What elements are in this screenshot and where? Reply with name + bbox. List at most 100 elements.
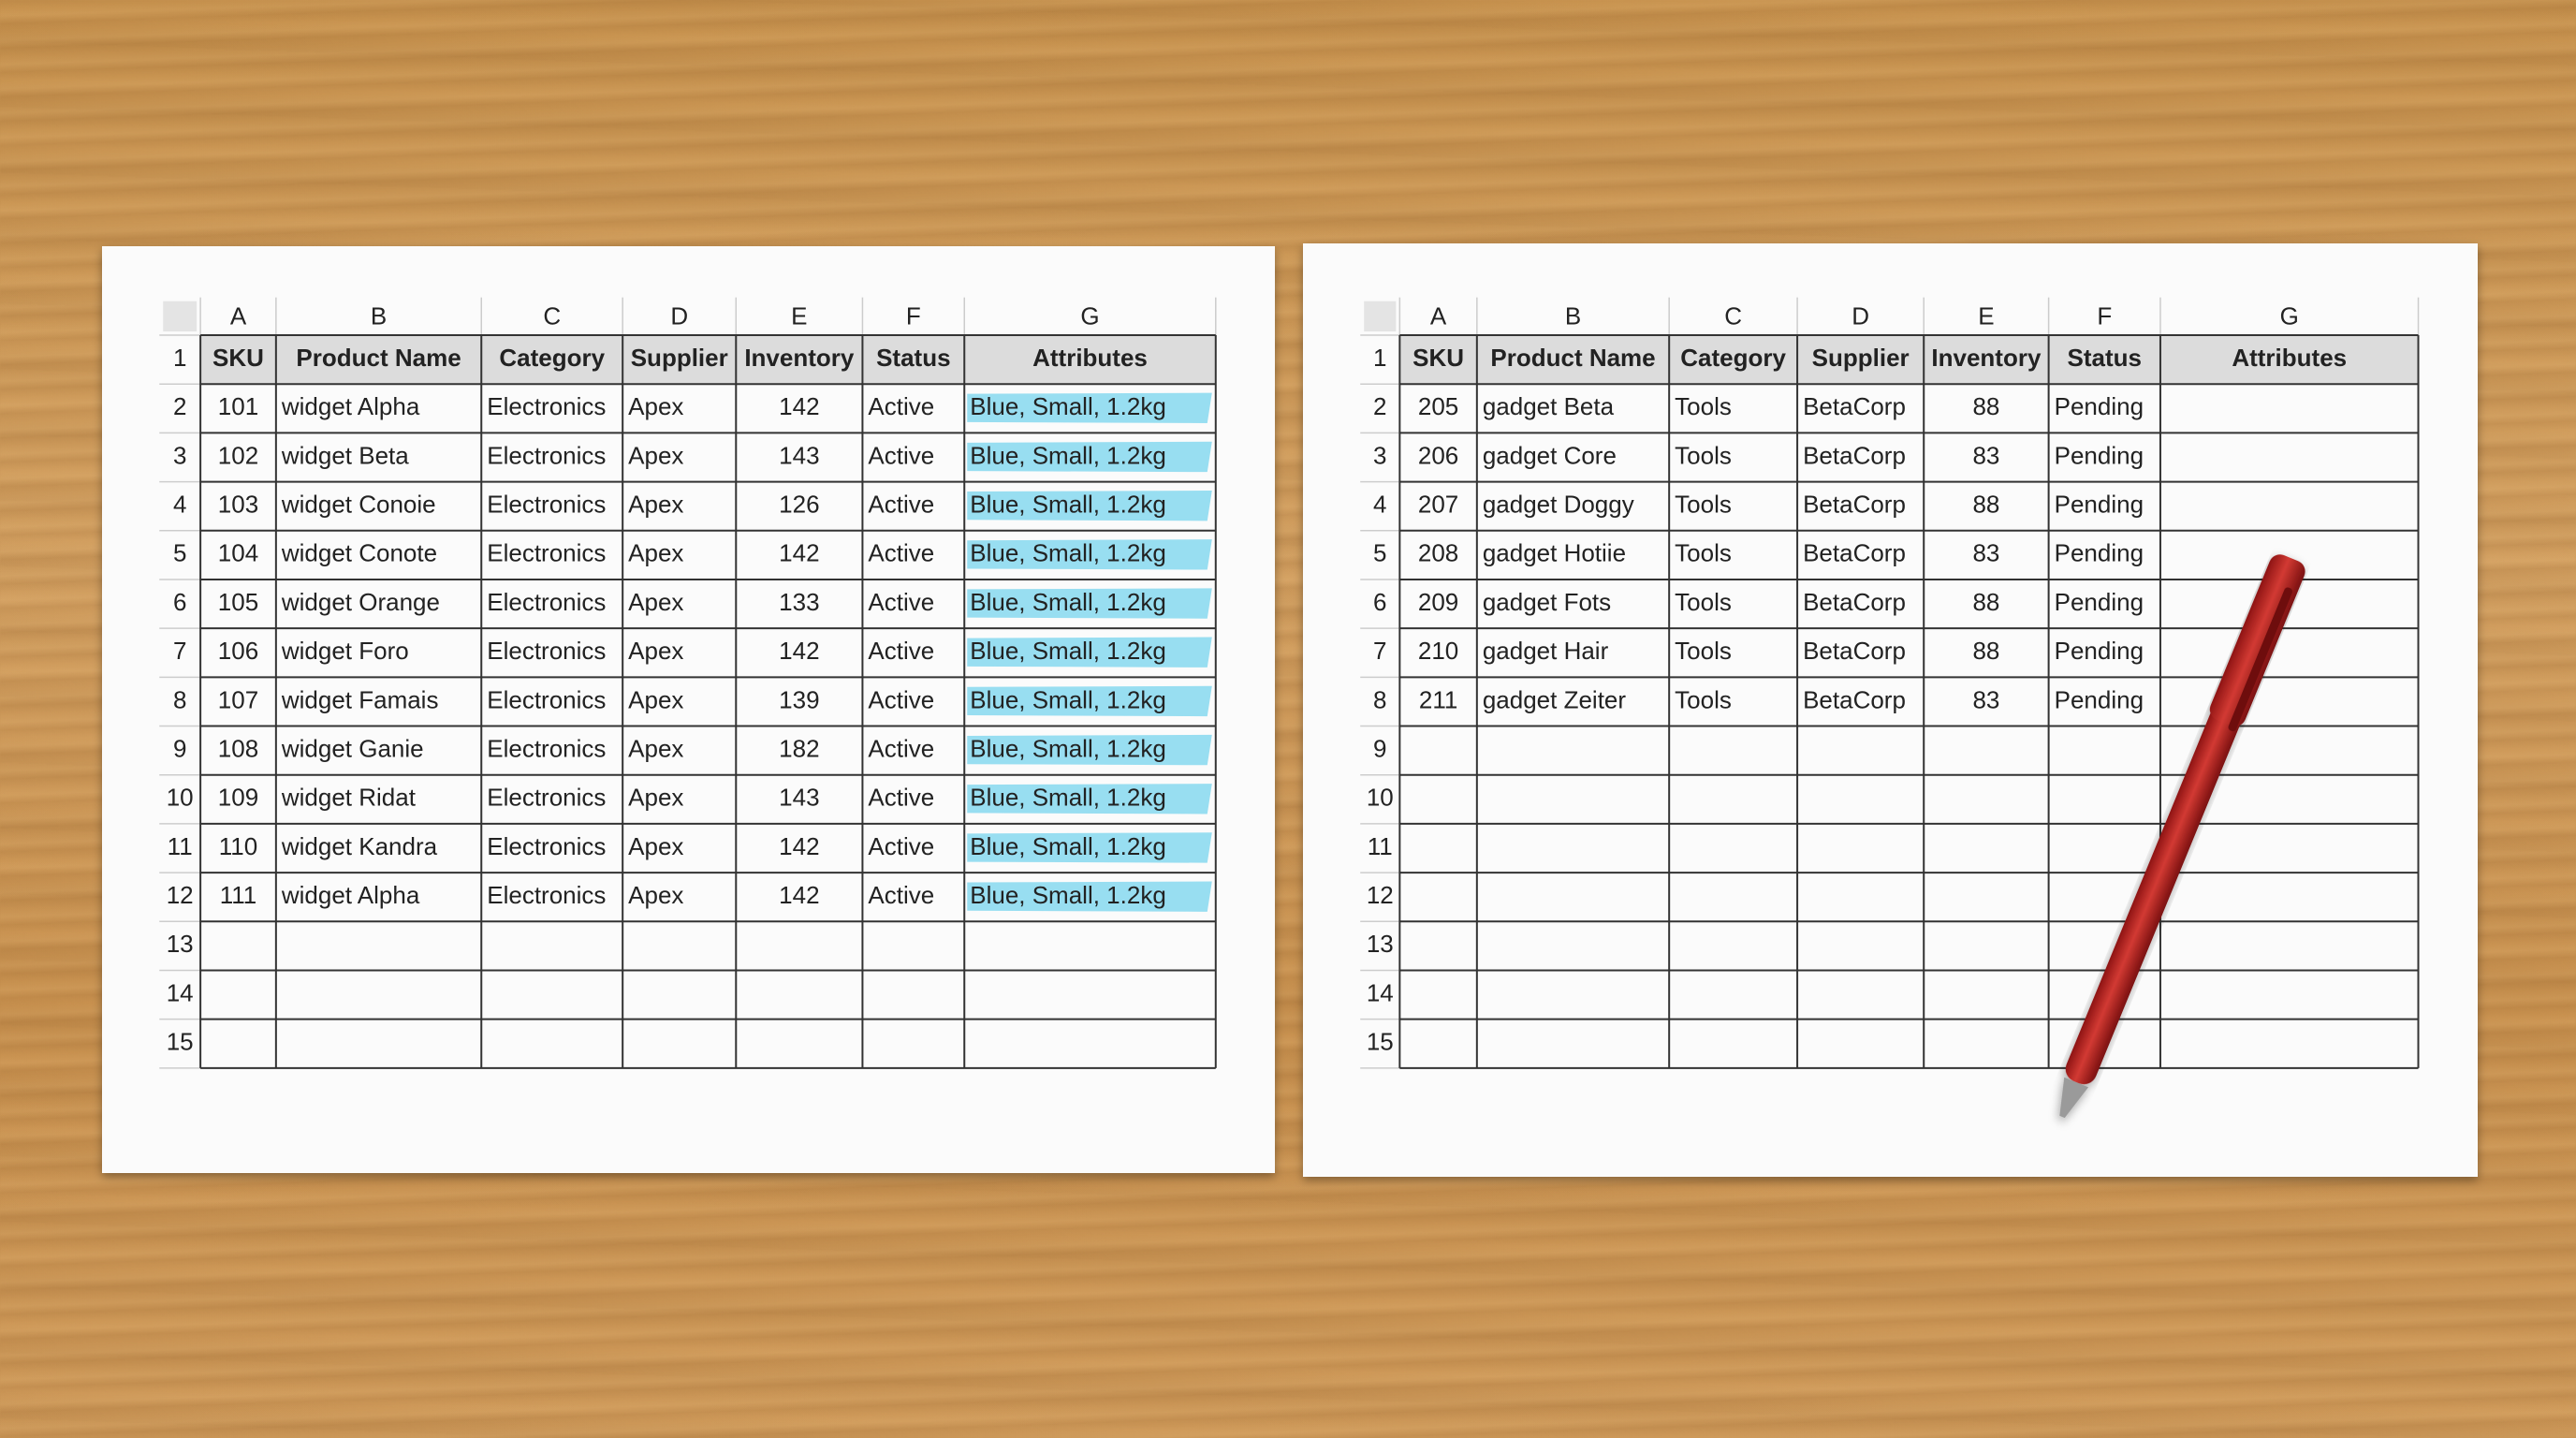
cell: widget Beta bbox=[281, 441, 409, 469]
cell: 101 bbox=[218, 392, 258, 420]
cell: Apex bbox=[628, 491, 683, 519]
cell: Electronics bbox=[487, 392, 606, 420]
cell: 143 bbox=[779, 784, 819, 812]
cell: Tools bbox=[1675, 588, 1732, 616]
cell: widget Ridat bbox=[281, 784, 417, 812]
header-cell: Supplier bbox=[631, 344, 728, 372]
cell: Blue, Small, 1.2kg bbox=[970, 637, 1166, 665]
column-letter: E bbox=[791, 302, 807, 330]
pen-tip bbox=[2059, 1077, 2089, 1119]
cell: 107 bbox=[218, 685, 258, 713]
cell: Active bbox=[868, 637, 934, 665]
cell: gadget Hair bbox=[1483, 637, 1609, 665]
pen bbox=[2059, 554, 2305, 1119]
cell: BetaCorp bbox=[1803, 392, 1906, 420]
highlight bbox=[967, 490, 1212, 521]
cell: 102 bbox=[218, 441, 258, 469]
row-number: 9 bbox=[1373, 734, 1386, 762]
cell: gadget Zeiter bbox=[1483, 685, 1627, 713]
row-number: 7 bbox=[173, 637, 186, 665]
row-number: 11 bbox=[1368, 832, 1393, 860]
header-cell: Product Name bbox=[1490, 344, 1655, 372]
cell: Blue, Small, 1.2kg bbox=[970, 491, 1166, 519]
cell: 111 bbox=[220, 881, 257, 909]
cell: Blue, Small, 1.2kg bbox=[970, 685, 1166, 713]
cell: 103 bbox=[218, 491, 258, 519]
cell: Tools bbox=[1675, 637, 1732, 665]
highlight bbox=[967, 441, 1212, 473]
cell: Electronics bbox=[487, 784, 606, 812]
row-number: 10 bbox=[167, 784, 194, 812]
column-letter: E bbox=[1978, 302, 1994, 330]
row-number: 3 bbox=[173, 441, 186, 469]
cell: Blue, Small, 1.2kg bbox=[970, 734, 1166, 762]
cell: Blue, Small, 1.2kg bbox=[970, 588, 1166, 616]
header-cell: Attributes bbox=[1032, 344, 1148, 372]
cell: widget Conote bbox=[281, 539, 437, 567]
paper-right bbox=[1303, 243, 2478, 1177]
row-number: 3 bbox=[1373, 441, 1386, 469]
column-letter: C bbox=[1724, 302, 1742, 330]
cell: Pending bbox=[2055, 685, 2144, 713]
cell: 206 bbox=[1418, 441, 1458, 469]
header-cell: Inventory bbox=[1931, 344, 2042, 372]
column-letter: A bbox=[230, 302, 247, 330]
row-number: 15 bbox=[167, 1028, 194, 1056]
cell: Active bbox=[868, 734, 934, 762]
cell: Electronics bbox=[487, 539, 606, 567]
row-number: 11 bbox=[168, 832, 193, 860]
cell: Pending bbox=[2055, 491, 2144, 519]
cell: Blue, Small, 1.2kg bbox=[970, 392, 1166, 420]
corner bbox=[1364, 301, 1397, 332]
cell: Blue, Small, 1.2kg bbox=[970, 881, 1166, 909]
row-number: 15 bbox=[1367, 1028, 1394, 1056]
highlight bbox=[967, 784, 1212, 814]
cell: Apex bbox=[628, 588, 683, 616]
cell: BetaCorp bbox=[1803, 685, 1906, 713]
cell: 83 bbox=[1972, 539, 1999, 567]
cell: Electronics bbox=[487, 441, 606, 469]
cell: Active bbox=[868, 539, 934, 567]
cell: widget Alpha bbox=[281, 392, 420, 420]
cell: 88 bbox=[1972, 491, 1999, 519]
row-number: 13 bbox=[1367, 930, 1394, 958]
row-number: 2 bbox=[1373, 392, 1386, 420]
cell: Tools bbox=[1675, 392, 1732, 420]
row-number: 5 bbox=[1373, 539, 1386, 567]
cell: 142 bbox=[779, 832, 819, 860]
column-letter: G bbox=[2280, 302, 2299, 330]
cell: 207 bbox=[1418, 491, 1458, 519]
cell: Apex bbox=[628, 734, 683, 762]
cell: gadget Doggy bbox=[1483, 491, 1634, 519]
row-number: 7 bbox=[1373, 637, 1386, 665]
cell: Apex bbox=[628, 441, 683, 469]
cell: Active bbox=[868, 392, 934, 420]
cell: BetaCorp bbox=[1803, 637, 1906, 665]
cell: 88 bbox=[1972, 392, 1999, 420]
column-letter: F bbox=[2097, 302, 2112, 330]
cell: Electronics bbox=[487, 832, 606, 860]
cell: Tools bbox=[1675, 685, 1732, 713]
column-letter: F bbox=[906, 302, 921, 330]
pen-clip bbox=[2228, 587, 2293, 732]
cell: Active bbox=[868, 588, 934, 616]
header-cell: Product Name bbox=[296, 344, 461, 372]
row-number: 4 bbox=[173, 491, 186, 519]
cell: Active bbox=[868, 881, 934, 909]
cell: Electronics bbox=[487, 637, 606, 665]
cell: Apex bbox=[628, 685, 683, 713]
cell: 110 bbox=[219, 832, 257, 860]
cell: 88 bbox=[1972, 588, 1999, 616]
cell: Blue, Small, 1.2kg bbox=[970, 832, 1166, 860]
cell: Blue, Small, 1.2kg bbox=[970, 441, 1166, 469]
cell: Active bbox=[868, 832, 934, 860]
cell: Apex bbox=[628, 392, 683, 420]
cell: 211 bbox=[1419, 685, 1457, 713]
cell: 105 bbox=[218, 588, 258, 616]
cell: Apex bbox=[628, 881, 683, 909]
cell: Tools bbox=[1675, 441, 1732, 469]
cell: Pending bbox=[2055, 588, 2144, 616]
cell: Pending bbox=[2055, 637, 2144, 665]
header-cell: Status bbox=[2068, 344, 2142, 372]
